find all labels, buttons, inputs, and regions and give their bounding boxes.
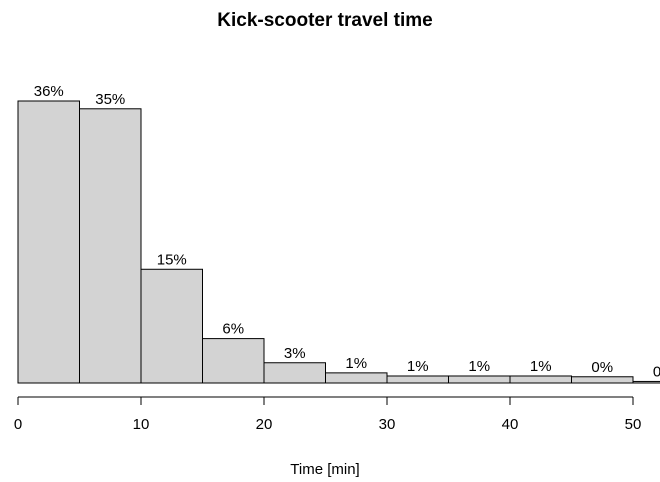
bar-3 — [202, 338, 265, 384]
bar-8 — [509, 375, 572, 384]
x-tick-label-5: 50 — [625, 416, 642, 433]
bar-labels-group: 36% 35% 15% 6% 3% 1% 1% 1% 1% 0% 0% — [34, 83, 660, 380]
bar-4 — [263, 362, 326, 384]
x-tick-label-1: 10 — [133, 416, 150, 433]
bar-label-3: 6% — [222, 321, 244, 338]
chart-title: Kick-scooter travel time — [217, 10, 432, 31]
bar-0 — [17, 100, 80, 384]
bar-label-7: 1% — [468, 358, 490, 375]
x-axis: 0 10 20 30 40 50 — [14, 396, 642, 433]
bar-label-6: 1% — [407, 358, 429, 375]
bar-label-2: 15% — [157, 251, 187, 268]
bar-9 — [571, 376, 634, 384]
x-axis-title: Time [min] — [290, 461, 359, 478]
bar-label-0: 36% — [34, 83, 64, 100]
bar-label-8: 1% — [530, 358, 552, 375]
bar-10 — [632, 380, 660, 384]
bar-label-10: 0% — [653, 363, 660, 380]
x-tick-label-4: 40 — [502, 416, 519, 433]
x-tick-label-3: 30 — [379, 416, 396, 433]
bar-7 — [448, 375, 511, 384]
bar-6 — [386, 375, 449, 384]
x-tick-label-0: 0 — [14, 416, 22, 433]
bar-label-1: 35% — [95, 91, 125, 108]
x-tick-label-2: 20 — [256, 416, 273, 433]
bars-group — [17, 100, 660, 384]
bar-label-9: 0% — [591, 359, 613, 376]
bar-1 — [79, 108, 142, 384]
bar-5 — [325, 372, 388, 384]
bar-2 — [140, 268, 203, 384]
bar-label-4: 3% — [284, 345, 306, 362]
bar-label-5: 1% — [345, 355, 367, 372]
